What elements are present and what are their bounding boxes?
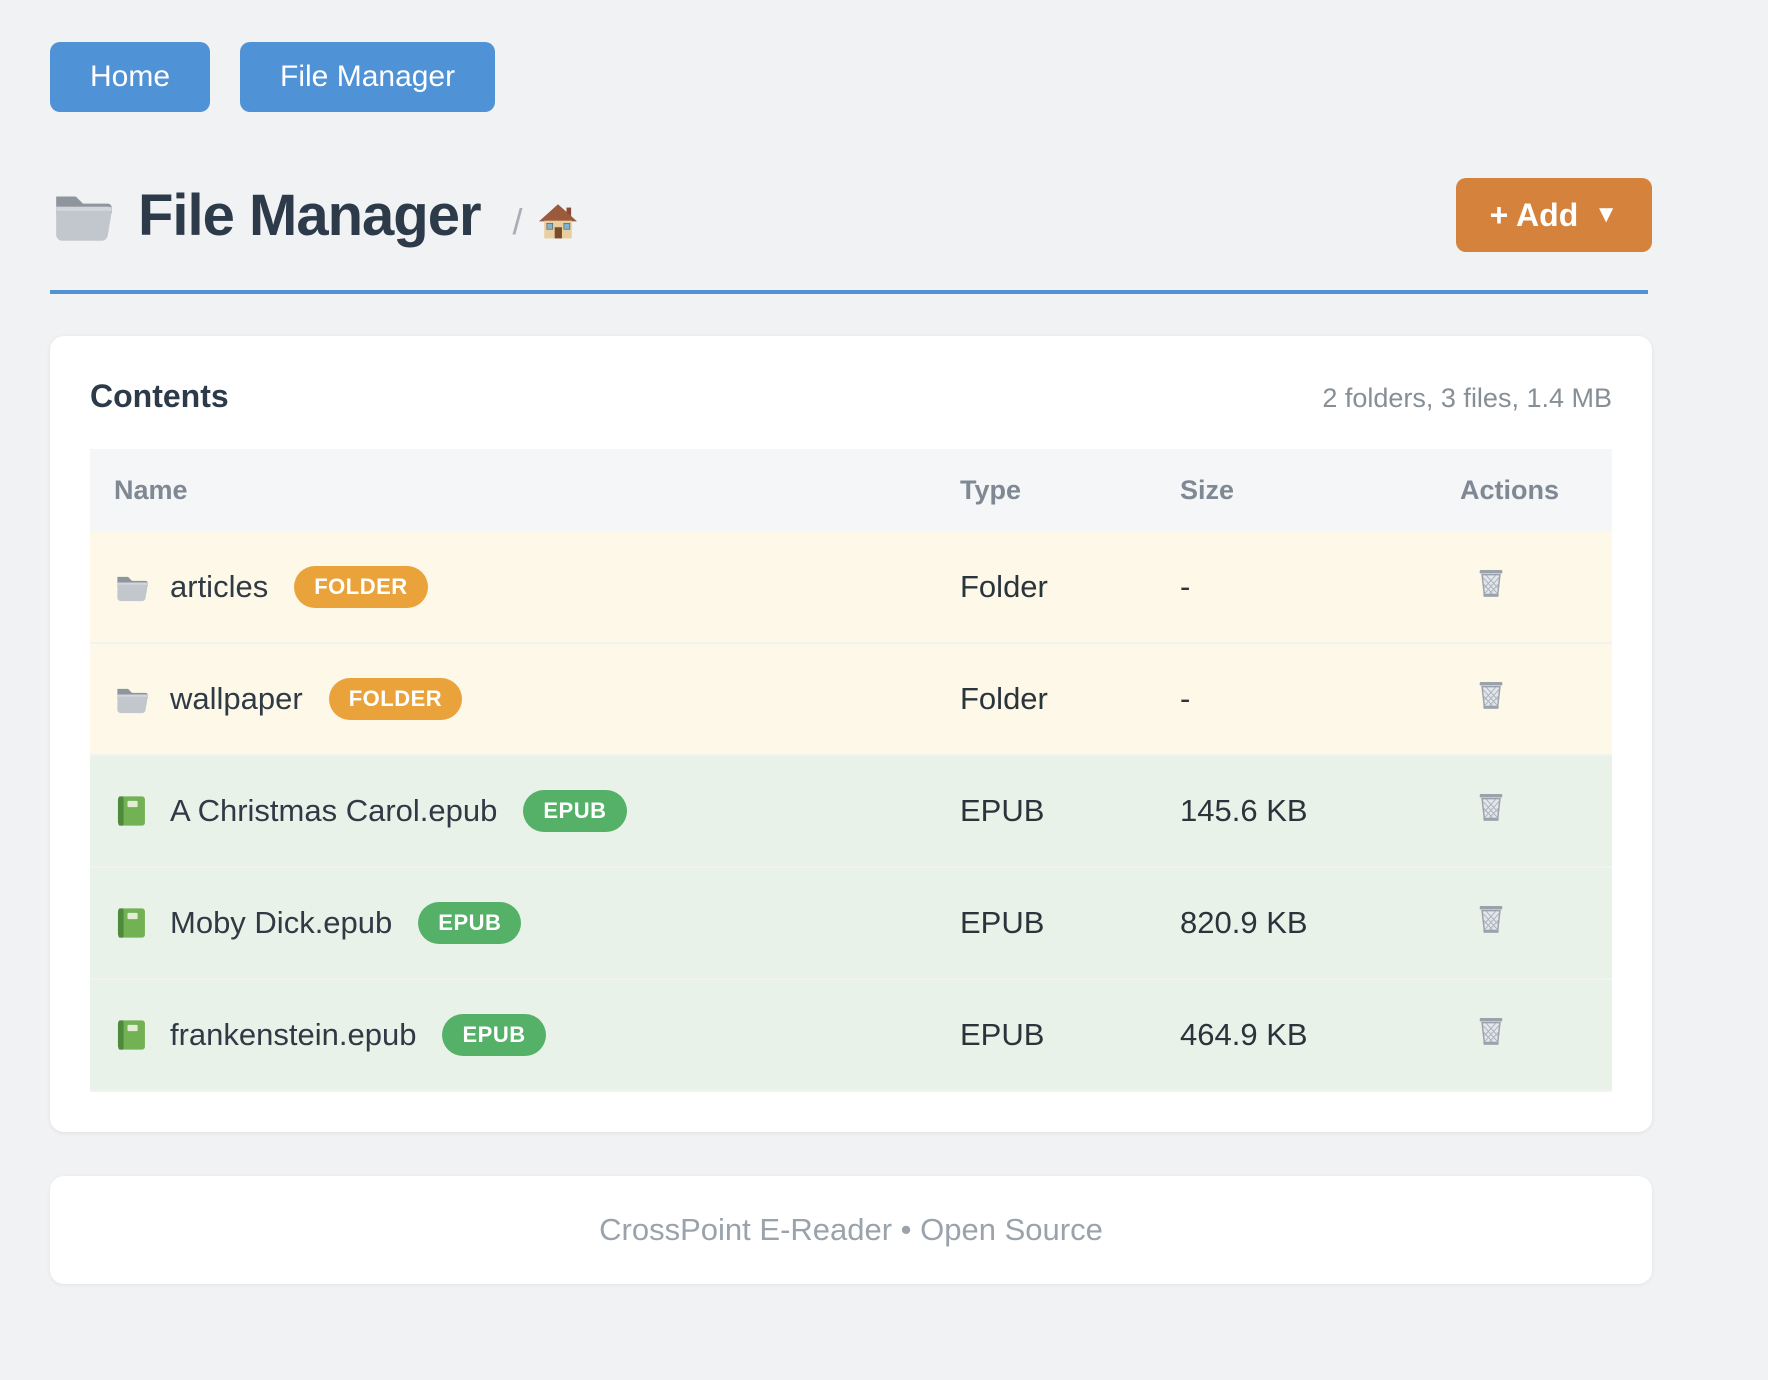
book-icon (114, 1017, 150, 1053)
table-row: wallpaper FOLDER Folder - (90, 643, 1612, 756)
item-size: 145.6 KB (1156, 755, 1436, 868)
folder-icon (50, 182, 116, 248)
page: Home File Manager File Manager / + Add ▼ (50, 0, 1652, 1284)
book-icon (114, 793, 150, 829)
trash-icon (1472, 676, 1510, 714)
item-size: 820.9 KB (1156, 867, 1436, 980)
breadcrumb-separator: / (512, 201, 523, 242)
column-header-size: Size (1180, 475, 1235, 505)
folder-icon (114, 569, 150, 605)
table-header-row: Name Type Size Actions (90, 449, 1612, 532)
item-type: Folder (936, 532, 1156, 644)
contents-card-header: Contents 2 folders, 3 files, 1.4 MB (90, 378, 1612, 415)
item-name: frankenstein.epub (170, 1017, 417, 1052)
item-size: 464.9 KB (1156, 979, 1436, 1092)
table-row: articles FOLDER Folder - (90, 532, 1612, 644)
footer: CrossPoint E-Reader • Open Source (50, 1176, 1652, 1284)
delete-button[interactable] (1472, 676, 1510, 714)
type-badge: FOLDER (328, 678, 463, 720)
caret-down-icon: ▼ (1594, 201, 1618, 228)
item-name: A Christmas Carol.epub (170, 793, 498, 828)
table-row: A Christmas Carol.epub EPUB EPUB 145.6 K… (90, 755, 1612, 868)
house-icon[interactable] (537, 201, 579, 243)
file-link[interactable]: Moby Dick.epub EPUB (114, 902, 912, 944)
item-type: Folder (936, 643, 1156, 756)
trash-icon (1472, 900, 1510, 938)
top-nav: Home File Manager (50, 0, 1652, 112)
add-button-label: + Add (1489, 196, 1579, 233)
add-button[interactable]: + Add ▼ (1455, 178, 1652, 252)
home-button[interactable]: Home (50, 42, 211, 112)
column-header-name: Name (114, 475, 188, 505)
item-size: - (1156, 643, 1436, 756)
trash-icon (1472, 564, 1510, 602)
item-size: - (1156, 532, 1436, 644)
type-badge: EPUB (442, 1014, 546, 1056)
contents-title: Contents (90, 378, 229, 414)
column-header-actions: Actions (1460, 475, 1560, 505)
folder-link[interactable]: articles FOLDER (114, 566, 912, 608)
trash-icon (1472, 788, 1510, 826)
item-name: Moby Dick.epub (170, 905, 393, 940)
table-row: frankenstein.epub EPUB EPUB 464.9 KB (90, 979, 1612, 1092)
delete-button[interactable] (1472, 788, 1510, 826)
item-name: articles (170, 569, 269, 604)
file-manager-button[interactable]: File Manager (240, 42, 496, 112)
delete-button[interactable] (1472, 564, 1510, 602)
file-link[interactable]: A Christmas Carol.epub EPUB (114, 790, 912, 832)
accent-divider (50, 290, 1648, 294)
type-badge: FOLDER (294, 566, 428, 608)
file-link[interactable]: frankenstein.epub EPUB (114, 1014, 912, 1056)
page-header: File Manager / + Add ▼ (50, 178, 1652, 252)
type-badge: EPUB (523, 790, 627, 832)
item-type: EPUB (936, 979, 1156, 1092)
title-wrap: File Manager / (50, 182, 579, 249)
item-type: EPUB (936, 867, 1156, 980)
table-row: Moby Dick.epub EPUB EPUB 820.9 KB (90, 867, 1612, 980)
folder-icon (114, 681, 150, 717)
type-badge: EPUB (418, 902, 522, 944)
item-name: wallpaper (170, 681, 303, 716)
book-icon (114, 905, 150, 941)
file-table: Name Type Size Actions articles FOLDER (90, 449, 1612, 1092)
delete-button[interactable] (1472, 900, 1510, 938)
folder-link[interactable]: wallpaper FOLDER (114, 678, 912, 720)
contents-summary: 2 folders, 3 files, 1.4 MB (1322, 383, 1612, 413)
trash-icon (1472, 1012, 1510, 1050)
item-type: EPUB (936, 755, 1156, 868)
page-title: File Manager (138, 182, 482, 248)
column-header-type: Type (960, 475, 1022, 505)
delete-button[interactable] (1472, 1012, 1510, 1050)
contents-card: Contents 2 folders, 3 files, 1.4 MB Name… (50, 336, 1652, 1132)
breadcrumb: / (513, 201, 579, 243)
footer-text: CrossPoint E-Reader • Open Source (599, 1212, 1103, 1247)
